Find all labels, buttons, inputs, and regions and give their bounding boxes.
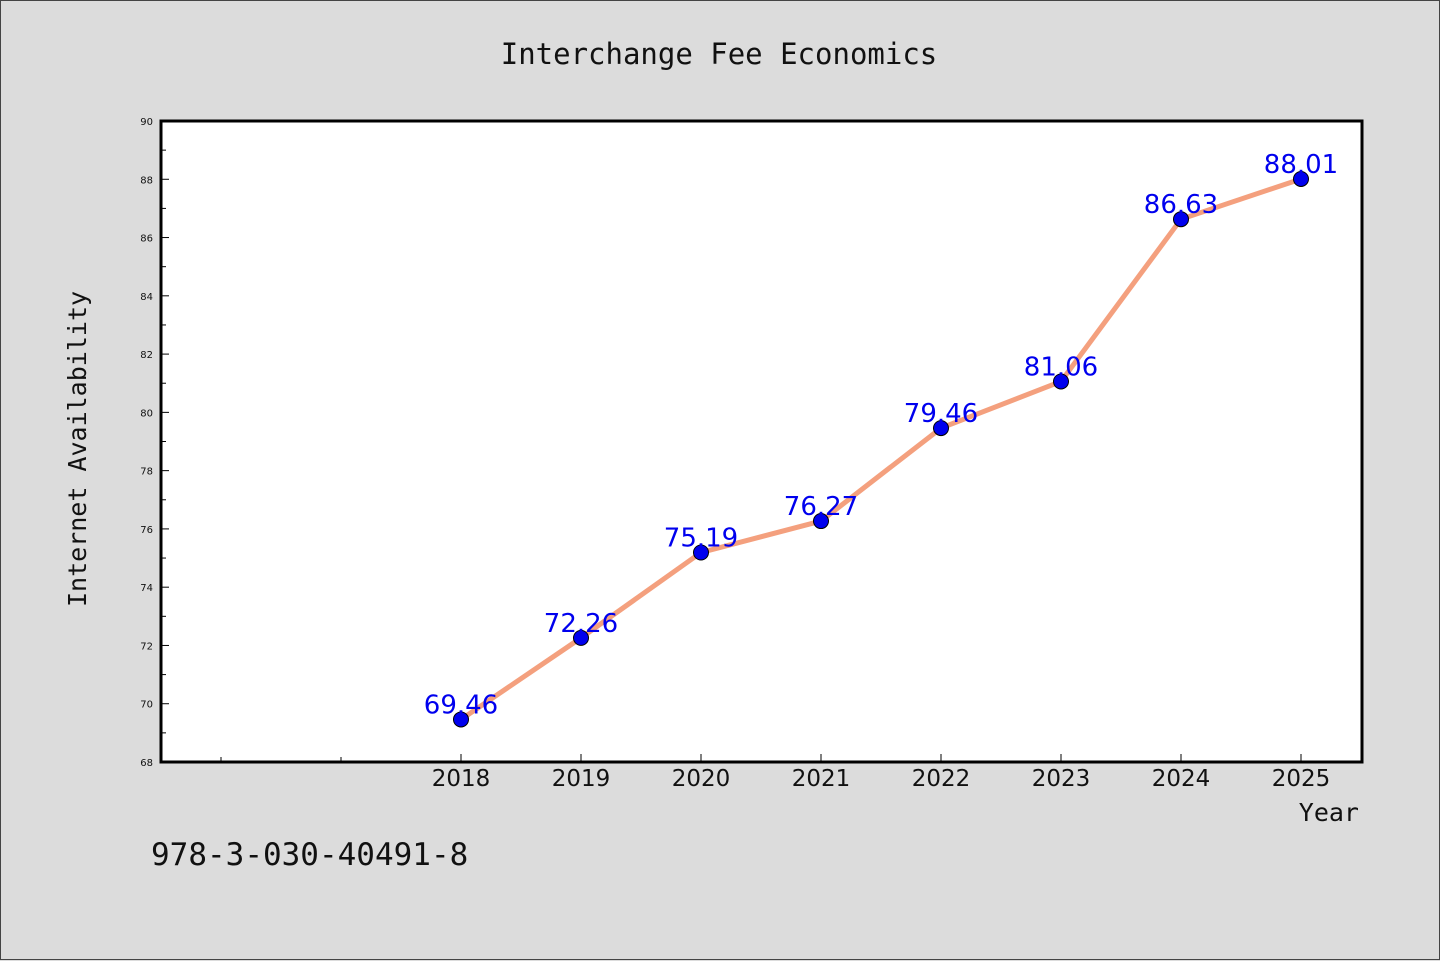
y-tick-label: 70 — [140, 700, 153, 711]
y-tick-label: 88 — [140, 175, 153, 186]
y-axis: 68 70 72 74 76 78 80 82 84 86 88 90 — [140, 117, 169, 769]
data-point — [1173, 211, 1189, 228]
data-label: 86.63 — [1144, 190, 1218, 220]
data-point — [693, 544, 709, 561]
data-label: 72.26 — [544, 609, 618, 639]
data-point — [933, 420, 949, 437]
data-label: 69.46 — [424, 690, 498, 720]
series-line — [459, 176, 1302, 722]
chart-title: Interchange Fee Economics — [501, 37, 938, 71]
data-point — [813, 513, 829, 530]
data-point — [1293, 170, 1309, 187]
y-tick-label: 76 — [140, 525, 153, 536]
x-tick-label: 2024 — [1152, 766, 1211, 792]
x-tick-label: 2022 — [912, 766, 971, 792]
y-tick-label: 80 — [140, 408, 153, 419]
data-label: 75.19 — [664, 524, 738, 554]
y-tick-label: 72 — [140, 641, 153, 652]
data-point — [1053, 373, 1069, 390]
x-tick-label: 2020 — [672, 766, 731, 792]
x-tick-label: 2021 — [792, 766, 851, 792]
x-tick-label: 2025 — [1272, 766, 1331, 792]
x-axis: 2018 2019 2020 2021 2022 2023 2024 2025 — [220, 754, 1331, 792]
y-tick-label: 68 — [140, 758, 153, 769]
data-label: 81.06 — [1024, 352, 1098, 382]
y-axis-title: Internet Availability — [63, 291, 92, 607]
data-label: 76.27 — [784, 492, 858, 522]
y-tick-label: 86 — [140, 234, 153, 245]
data-label: 88.01 — [1264, 150, 1338, 180]
plot-area — [159, 119, 1364, 764]
x-tick-label: 2023 — [1032, 766, 1091, 792]
isbn-text: 978-3-030-40491-8 — [151, 837, 468, 873]
x-axis-title: Year — [1299, 798, 1359, 827]
x-tick-label: 2018 — [432, 766, 491, 792]
y-tick-label: 74 — [140, 583, 153, 594]
y-tick-label: 84 — [140, 292, 153, 303]
y-tick-label: 78 — [140, 467, 153, 478]
data-label: 79.46 — [904, 399, 978, 429]
x-tick-label: 2019 — [552, 766, 611, 792]
y-tick-label: 82 — [140, 350, 153, 361]
y-tick-label: 90 — [140, 117, 153, 128]
series-layer: 69.46 72.26 75.19 76.27 79.46 81.06 86.63 88.01 — [424, 150, 1338, 728]
data-point — [453, 711, 469, 728]
data-point — [573, 629, 589, 646]
